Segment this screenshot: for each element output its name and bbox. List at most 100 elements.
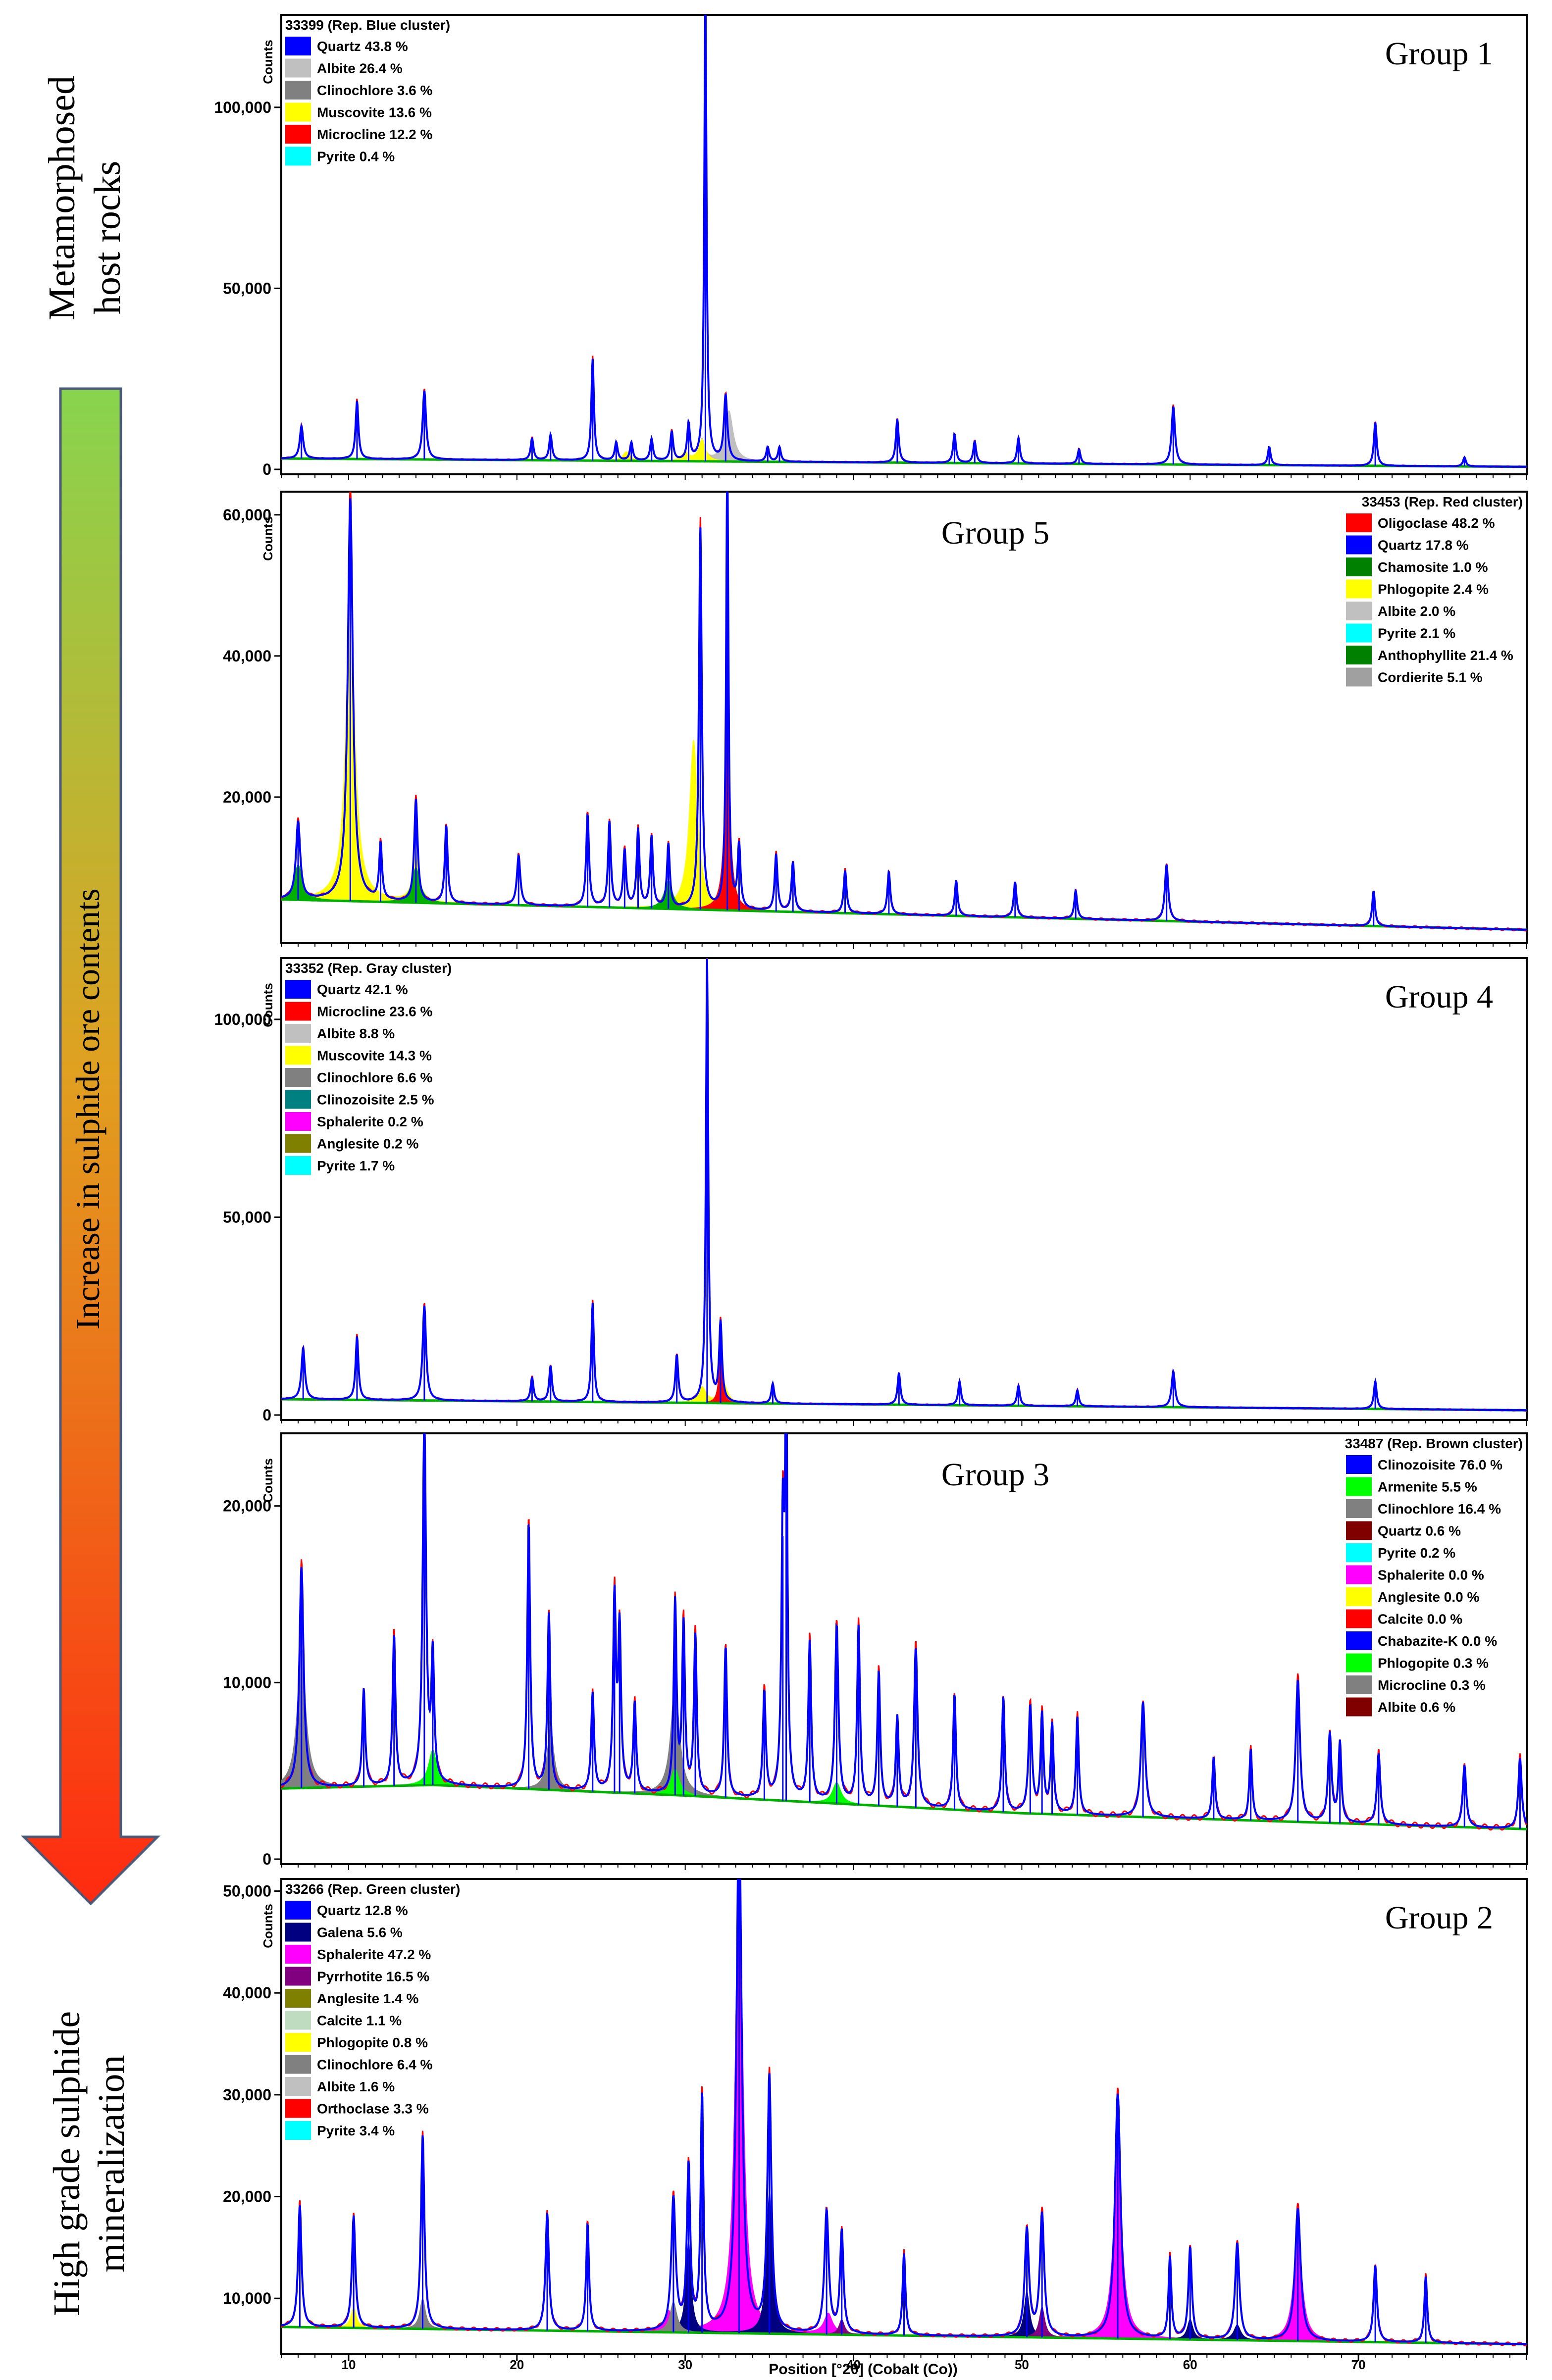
plot-area — [281, 958, 1527, 1412]
group-title: Group 2 — [1385, 1900, 1493, 1936]
y-tick-label: 20,000 — [223, 788, 271, 806]
legend: 33266 (Rep. Green cluster) Quartz 12.8 % G… — [285, 1881, 460, 2140]
legend-entry: Quartz 43.8 % — [317, 39, 408, 54]
group-title: Group 3 — [941, 1457, 1049, 1493]
legend-swatch — [285, 1989, 311, 2008]
y-tick-label: 40,000 — [223, 1984, 271, 2002]
group-title: Group 5 — [941, 515, 1049, 551]
legend-swatch — [285, 1002, 311, 1021]
legend-swatch — [285, 1967, 311, 1986]
legend-swatch — [285, 2099, 311, 2118]
y-tick-label: 50,000 — [223, 1882, 271, 1900]
legend-swatch — [285, 1024, 311, 1043]
legend-swatch — [1346, 1565, 1372, 1584]
sample-label: 33352 (Rep. Gray cluster) — [285, 961, 452, 976]
legend-entry: Quartz 12.8 % — [317, 1903, 408, 1918]
panel-group-1: 0 50,000 100,000 Counts Group 1 33399 (Rep. B… — [214, 14, 1528, 480]
legend-entry: Clinochlore 6.4 % — [317, 2057, 432, 2073]
legend-swatch — [1346, 1631, 1372, 1650]
legend-swatch — [1346, 557, 1372, 576]
sample-label: 33487 (Rep. Brown cluster) — [1345, 1436, 1523, 1451]
y-tick-label: 20,000 — [223, 1497, 271, 1515]
legend-swatch — [1346, 1675, 1372, 1694]
legend-entry: Phlogopite 0.8 % — [317, 2035, 428, 2050]
calculated-line — [281, 15, 1527, 468]
y-tick-label: 100,000 — [214, 99, 271, 116]
legend-entry: Phlogopite 2.4 % — [1378, 582, 1489, 597]
y-axis-label: Counts — [260, 40, 275, 84]
calculated-line — [281, 959, 1527, 1412]
legend-entry: Chamosite 1.0 % — [1378, 559, 1488, 575]
legend-swatch — [285, 2055, 311, 2074]
y-tick-label: 0 — [262, 460, 271, 478]
x-tick-label: 60 — [1183, 2357, 1197, 2372]
legend-entry: Pyrite 0.2 % — [1378, 1545, 1455, 1561]
legend-entry: Orthoclase 3.3 % — [317, 2101, 429, 2117]
sample-label: 33453 (Rep. Red cluster) — [1362, 494, 1523, 509]
legend-swatch — [285, 1945, 311, 1964]
y-tick-label: 10,000 — [223, 2289, 271, 2307]
legend-entry: Anglesite 0.0 % — [1378, 1589, 1480, 1605]
legend-swatch — [285, 1901, 311, 1920]
legend-swatch — [1346, 623, 1372, 643]
legend-entry: Clinochlore 6.6 % — [317, 1070, 432, 1085]
group-title: Group 1 — [1385, 36, 1493, 72]
plot-area — [281, 1879, 1527, 2346]
legend-entry: Muscovite 14.3 % — [317, 1048, 432, 1063]
y-tick-label: 40,000 — [223, 647, 271, 665]
top-side-label-line2: host rocks — [87, 161, 128, 314]
legend-entry: Albite 0.6 % — [1378, 1700, 1455, 1715]
legend: 33453 (Rep. Red cluster) Oligoclase 48.2 … — [1346, 494, 1523, 687]
legend-swatch — [285, 37, 311, 55]
legend-swatch — [285, 2121, 311, 2140]
middle-side-label: Increase in sulphide ore contents — [69, 888, 106, 1329]
bottom-side-label-line1: High grade sulphide — [46, 2011, 88, 2316]
y-tick-label: 50,000 — [223, 279, 271, 297]
x-axis-label: Position [°2θ] (Cobalt (Co)) — [769, 2361, 958, 2378]
sample-label: 33266 (Rep. Green cluster) — [285, 1881, 460, 1897]
legend-entry: Microcline 12.2 % — [317, 127, 433, 142]
legend-entry: Quartz 42.1 % — [317, 982, 408, 997]
legend-entry: Pyrite 1.7 % — [317, 1158, 395, 1173]
legend-entry: Muscovite 13.6 % — [317, 105, 432, 120]
calculated-line — [281, 1433, 1527, 1828]
legend-entry: Albite 8.8 % — [317, 1026, 395, 1041]
y-axis-label: Counts — [260, 1458, 275, 1503]
legend-swatch — [1346, 602, 1372, 620]
legend-entry: Armenite 5.5 % — [1378, 1479, 1477, 1495]
y-axis-label: Counts — [260, 983, 275, 1027]
plot-area — [281, 492, 1527, 932]
legend-entry: Galena 5.6 % — [317, 1925, 403, 1940]
chart-panels: 0 50,000 100,000 Counts Group 1 33399 (Rep. B… — [214, 14, 1528, 2372]
x-tick-label: 40 — [846, 2357, 861, 2372]
y-tick-label: 60,000 — [223, 506, 271, 524]
legend-swatch — [285, 125, 311, 144]
legend-swatch — [285, 1134, 311, 1153]
plot-area — [281, 15, 1527, 468]
legend-swatch — [285, 2033, 311, 2052]
legend-entry: Pyrrhotite 16.5 % — [317, 1969, 429, 1984]
legend-swatch — [285, 1112, 311, 1131]
legend-entry: Clinochlore 3.6 % — [317, 83, 432, 98]
x-tick-label: 20 — [510, 2357, 524, 2372]
y-tick-label: 10,000 — [223, 1673, 271, 1691]
legend-entry: Clinozoisite 2.5 % — [317, 1092, 434, 1108]
legend-entry: Quartz 0.6 % — [1378, 1523, 1461, 1539]
panel-group-2: 10,000 20,000 30,000 40,000 50,000 Counts Grou… — [223, 1878, 1528, 2360]
legend-swatch — [1346, 1609, 1372, 1628]
legend-swatch — [285, 1923, 311, 1942]
legend-entry: Sphalerite 0.0 % — [1378, 1568, 1484, 1583]
legend: 33399 (Rep. Blue cluster) Quartz 43.8 % Al… — [285, 17, 450, 166]
legend-swatch — [285, 1068, 311, 1087]
plot-frame — [280, 14, 1528, 475]
legend-entry: Pyrite 2.1 % — [1378, 626, 1455, 641]
legend-swatch — [285, 1156, 311, 1175]
calculated-line — [281, 1879, 1527, 2345]
calculated-line — [281, 492, 1527, 931]
y-axis-label: Counts — [260, 1904, 275, 1948]
legend-entry: Microcline 23.6 % — [317, 1004, 433, 1019]
legend: 33487 (Rep. Brown cluster) Clinozoisite 7… — [1345, 1436, 1523, 1717]
legend-swatch — [285, 147, 311, 166]
